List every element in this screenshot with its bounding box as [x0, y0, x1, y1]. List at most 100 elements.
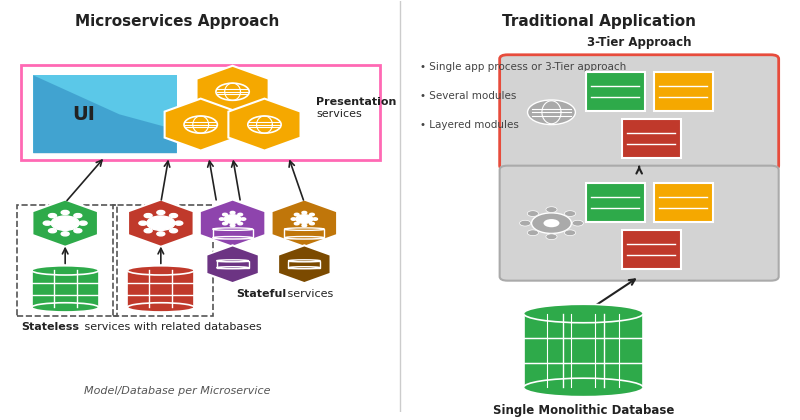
- Circle shape: [144, 228, 152, 233]
- Ellipse shape: [523, 304, 643, 323]
- Circle shape: [147, 216, 174, 230]
- FancyBboxPatch shape: [285, 229, 324, 238]
- Ellipse shape: [32, 266, 98, 275]
- Ellipse shape: [285, 236, 324, 239]
- FancyBboxPatch shape: [500, 55, 778, 170]
- Text: • Several modules: • Several modules: [420, 91, 516, 101]
- Circle shape: [302, 211, 306, 214]
- Circle shape: [527, 100, 575, 125]
- Circle shape: [310, 213, 314, 216]
- Circle shape: [565, 211, 576, 216]
- Circle shape: [527, 230, 538, 236]
- Circle shape: [224, 215, 241, 223]
- Circle shape: [241, 218, 246, 220]
- Ellipse shape: [217, 260, 249, 262]
- Circle shape: [61, 232, 69, 236]
- Text: Presentation: Presentation: [316, 97, 397, 107]
- Ellipse shape: [285, 228, 324, 230]
- Text: services with related databases: services with related databases: [81, 322, 262, 332]
- Polygon shape: [228, 99, 301, 151]
- Circle shape: [157, 232, 165, 236]
- Ellipse shape: [523, 378, 643, 396]
- Polygon shape: [271, 200, 337, 247]
- Text: • Layered modules: • Layered modules: [420, 120, 519, 130]
- Circle shape: [546, 234, 557, 239]
- FancyBboxPatch shape: [34, 75, 177, 153]
- Circle shape: [543, 219, 559, 227]
- FancyBboxPatch shape: [22, 65, 380, 160]
- Circle shape: [74, 213, 82, 218]
- Circle shape: [238, 213, 242, 216]
- Circle shape: [49, 213, 57, 218]
- FancyBboxPatch shape: [213, 229, 253, 238]
- Text: 3-Tier Approach: 3-Tier Approach: [587, 36, 691, 49]
- Circle shape: [43, 221, 51, 225]
- Circle shape: [230, 218, 235, 220]
- Text: Stateless: Stateless: [22, 322, 79, 332]
- Circle shape: [222, 213, 227, 216]
- Circle shape: [74, 228, 82, 233]
- Circle shape: [230, 211, 235, 214]
- Circle shape: [531, 213, 571, 234]
- Circle shape: [230, 224, 235, 227]
- Text: Single Monolithic Database: Single Monolithic Database: [493, 404, 674, 417]
- Circle shape: [294, 213, 299, 216]
- Text: Model/Database per Microservice: Model/Database per Microservice: [83, 386, 270, 396]
- Circle shape: [302, 224, 306, 227]
- Polygon shape: [278, 245, 330, 283]
- Polygon shape: [197, 66, 269, 118]
- Ellipse shape: [217, 267, 249, 269]
- FancyBboxPatch shape: [654, 72, 713, 111]
- Circle shape: [170, 228, 178, 233]
- Circle shape: [219, 218, 224, 220]
- FancyBboxPatch shape: [622, 119, 681, 158]
- Circle shape: [51, 216, 79, 230]
- Circle shape: [139, 221, 147, 225]
- Circle shape: [144, 213, 152, 218]
- Polygon shape: [165, 99, 237, 151]
- Polygon shape: [128, 200, 194, 247]
- FancyBboxPatch shape: [654, 183, 713, 222]
- Polygon shape: [206, 245, 259, 283]
- Text: • Single app process or 3-Tier approach: • Single app process or 3-Tier approach: [420, 62, 626, 72]
- Text: Microservices Approach: Microservices Approach: [74, 14, 279, 29]
- Circle shape: [294, 222, 299, 225]
- Circle shape: [310, 222, 314, 225]
- FancyBboxPatch shape: [500, 165, 778, 281]
- Circle shape: [296, 215, 313, 223]
- Circle shape: [79, 221, 87, 225]
- Ellipse shape: [213, 228, 253, 230]
- Ellipse shape: [213, 236, 253, 239]
- Text: services: services: [316, 109, 362, 119]
- Circle shape: [291, 218, 296, 220]
- Circle shape: [174, 221, 182, 225]
- FancyBboxPatch shape: [32, 270, 98, 307]
- FancyBboxPatch shape: [586, 72, 645, 111]
- Circle shape: [222, 222, 227, 225]
- Circle shape: [572, 220, 583, 226]
- Circle shape: [546, 207, 557, 213]
- Ellipse shape: [127, 266, 194, 275]
- Ellipse shape: [288, 260, 320, 262]
- Circle shape: [61, 210, 69, 215]
- Polygon shape: [32, 200, 98, 247]
- Circle shape: [170, 213, 178, 218]
- Circle shape: [565, 230, 576, 236]
- Circle shape: [302, 218, 307, 220]
- Polygon shape: [34, 75, 177, 153]
- FancyBboxPatch shape: [288, 261, 320, 268]
- Text: services: services: [285, 289, 334, 299]
- FancyBboxPatch shape: [127, 270, 194, 307]
- FancyBboxPatch shape: [586, 183, 645, 222]
- FancyBboxPatch shape: [217, 261, 249, 268]
- Circle shape: [49, 228, 57, 233]
- Circle shape: [60, 220, 70, 226]
- Circle shape: [313, 218, 318, 220]
- Circle shape: [157, 210, 165, 215]
- Text: Traditional Application: Traditional Application: [502, 14, 696, 29]
- Circle shape: [238, 222, 242, 225]
- FancyBboxPatch shape: [523, 313, 643, 387]
- Circle shape: [156, 220, 166, 226]
- FancyBboxPatch shape: [622, 230, 681, 269]
- Polygon shape: [200, 200, 266, 247]
